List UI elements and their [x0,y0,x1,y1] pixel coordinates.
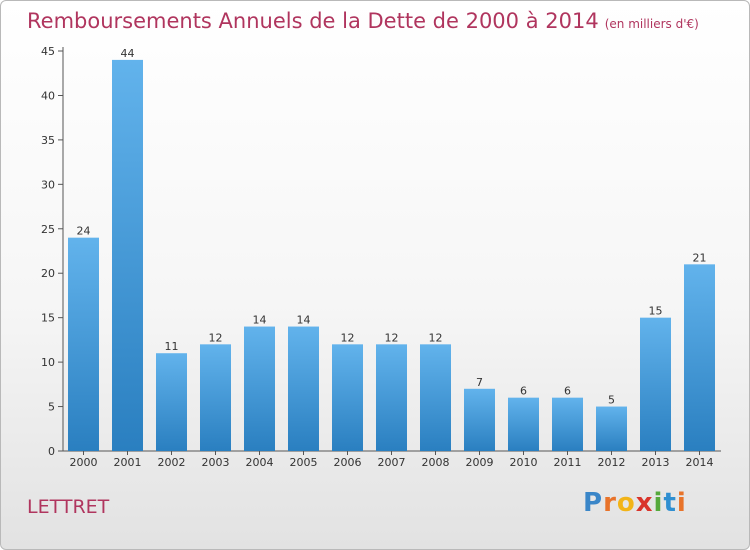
bar-value-label: 12 [341,331,355,344]
bar-value-label: 24 [77,225,91,238]
logo-letter: x [635,488,654,518]
place-name: LETTRET [27,496,110,518]
x-tick: 2004 [246,451,274,469]
x-tick: 2002 [158,451,186,469]
chart-title: Remboursements Annuels de la Dette de 20… [27,9,699,33]
y-tick-label: 5 [48,401,55,414]
y-tick-label: 35 [41,134,55,147]
y-tick: 0 [48,445,63,458]
x-tick-label: 2000 [70,456,98,469]
bar [68,237,99,451]
bar [332,344,363,451]
y-tick-label: 40 [41,89,55,102]
y-tick-label: 25 [41,223,55,236]
y-tick: 20 [41,267,63,280]
x-tick-label: 2007 [378,456,406,469]
bar [420,344,451,451]
bar-value-label: 7 [476,376,483,389]
bar [376,344,407,451]
bar-value-label: 12 [209,331,223,344]
bar-value-label: 14 [297,314,311,327]
y-tick: 40 [41,89,63,102]
x-tick-label: 2008 [422,456,450,469]
y-tick-label: 15 [41,312,55,325]
bar-value-label: 15 [649,305,663,318]
x-tick-label: 2002 [158,456,186,469]
bar-value-label: 6 [520,385,527,398]
x-tick: 2012 [598,451,626,469]
bar-value-label: 14 [253,314,267,327]
bar-value-label: 12 [385,331,399,344]
bar-series [68,59,715,452]
x-tick: 2007 [378,451,406,469]
x-tick-label: 2004 [246,456,274,469]
bar-value-label: 11 [165,340,179,353]
x-tick: 2013 [642,451,670,469]
x-tick: 2001 [114,451,142,469]
x-tick: 2014 [686,451,714,469]
y-tick: 45 [41,45,63,58]
bar-value-label: 6 [564,385,571,398]
bar [508,397,539,451]
x-tick-label: 2006 [334,456,362,469]
x-tick-label: 2003 [202,456,230,469]
x-tick: 2006 [334,451,362,469]
x-tick: 2010 [510,451,538,469]
y-tick-label: 10 [41,356,55,369]
x-tick-label: 2013 [642,456,670,469]
bar [200,344,231,451]
proxiti-logo: Proxiti [583,488,687,518]
bar [640,317,671,451]
x-tick: 2003 [202,451,230,469]
x-tick-label: 2001 [114,456,142,469]
logo-letter: P [583,488,604,518]
y-tick: 10 [41,356,63,369]
y-axis: 0 5 10 15 20 25 30 35 40 45 [41,45,64,458]
x-tick: 2000 [70,451,98,469]
logo-letter: i [676,488,687,518]
y-tick-label: 0 [48,445,55,458]
x-tick-label: 2011 [554,456,582,469]
logo-letter: o [616,488,636,518]
y-tick: 15 [41,312,63,325]
x-tick-label: 2012 [598,456,626,469]
y-tick-label: 30 [41,178,55,191]
y-tick: 30 [41,178,63,191]
x-tick-label: 2005 [290,456,318,469]
bar [156,353,187,451]
logo-letter: r [603,488,617,518]
y-tick-label: 20 [41,267,55,280]
y-tick: 25 [41,223,63,236]
chart-title-text: Remboursements Annuels de la Dette de 20… [27,9,599,33]
bar [244,326,275,451]
bar [596,406,627,451]
x-tick: 2011 [554,451,582,469]
bar-value-label: 12 [429,331,443,344]
x-tick: 2005 [290,451,318,469]
x-tick: 2008 [422,451,450,469]
bar [288,326,319,451]
chart-unit: (en milliers d'€) [604,17,699,31]
x-tick-label: 2014 [686,456,714,469]
bar-value-label: 44 [121,47,135,60]
logo-letter: i [653,488,664,518]
bar [464,388,495,451]
bar-value-label: 21 [693,251,707,264]
x-axis: 2000 2001 2002 2003 2004 2005 2006 2007 2008 2009… [63,450,721,469]
y-tick: 5 [48,401,63,414]
y-tick: 35 [41,134,63,147]
bar [112,59,143,452]
value-labels: 24 44 11 12 14 14 12 12 12 7 6 6 5 15 21 [77,47,707,407]
y-tick-label: 45 [41,45,55,58]
logo-letter: t [663,488,677,518]
x-tick-label: 2009 [466,456,494,469]
x-tick: 2009 [466,451,494,469]
bar-value-label: 5 [608,394,615,407]
bar [552,397,583,451]
x-tick-label: 2010 [510,456,538,469]
bar [684,264,715,451]
